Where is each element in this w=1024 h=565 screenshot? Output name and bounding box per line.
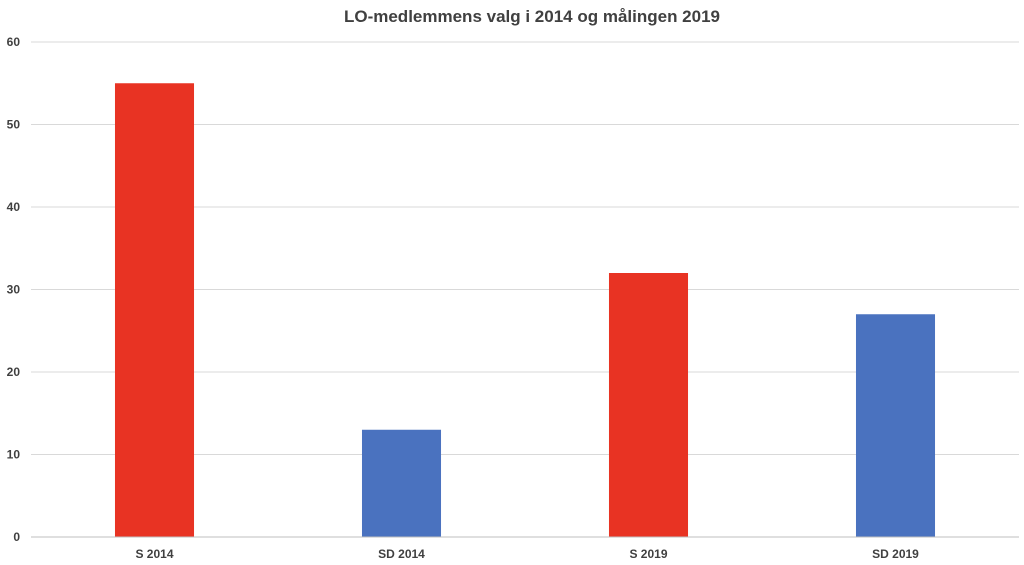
bar-sd-2014 [361,429,442,537]
x-tick-label: S 2019 [629,547,667,561]
x-axis-ticks: S 2014 SD 2014 S 2019 SD 2019 [135,547,919,561]
y-tick-label: 10 [7,448,21,462]
bars [114,83,936,537]
y-tick-label: 20 [7,365,21,379]
y-axis-ticks: 0 10 20 30 40 50 60 [7,35,21,544]
y-tick-label: 50 [7,118,21,132]
bar-s-2019 [608,273,689,537]
chart-title: LO-medlemmens valg i 2014 og målingen 20… [344,7,720,26]
gridlines [31,41,1019,455]
y-tick-label: 40 [7,200,21,214]
bar-sd-2019 [855,314,936,537]
x-tick-label: SD 2014 [378,547,425,561]
y-tick-label: 0 [13,530,20,544]
x-tick-label: SD 2019 [872,547,919,561]
bar-s-2014 [114,83,195,537]
y-tick-label: 30 [7,283,21,297]
y-tick-label: 60 [7,35,21,49]
x-tick-label: S 2014 [135,547,173,561]
